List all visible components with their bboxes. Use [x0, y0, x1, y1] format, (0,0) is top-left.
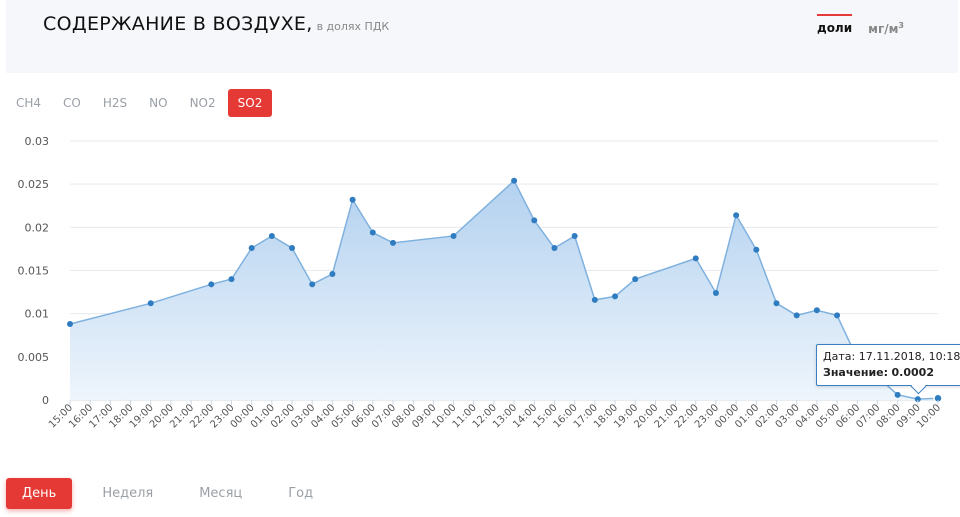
- data-point: [591, 296, 598, 303]
- title-subtitle: в долях ПДК: [316, 20, 390, 33]
- data-point: [369, 229, 376, 236]
- data-point: [389, 239, 396, 246]
- data-point: [531, 217, 538, 224]
- chart-tooltip: Дата: 17.11.2018, 10:18 Значение: 0.0002: [816, 344, 960, 386]
- page-title: СОДЕРЖАНИЕ В ВОЗДУХЕ, в долях ПДК: [43, 13, 389, 35]
- so2-chart: 00.0050.010.0150.020.0250.0315:0016:0017…: [18, 135, 944, 428]
- data-point: [753, 246, 760, 253]
- data-point: [511, 177, 518, 184]
- data-point: [349, 196, 356, 203]
- data-point: [551, 245, 558, 252]
- title-text: СОДЕРЖАНИЕ В ВОЗДУХЕ,: [43, 13, 313, 35]
- tab-co[interactable]: CO: [63, 96, 81, 110]
- data-point: [793, 312, 800, 319]
- chart-header: СОДЕРЖАНИЕ В ВОЗДУХЕ, в долях ПДК доли мг…: [6, 0, 958, 73]
- gas-tabs: CH4 CO H2S NO NO2 SO2: [6, 89, 274, 117]
- y-tick-label: 0.015: [18, 265, 50, 278]
- unit-fraction-label: доли: [817, 21, 853, 35]
- x-tick-label: 10:00: [915, 402, 943, 428]
- data-point: [147, 300, 154, 307]
- data-point: [692, 255, 699, 262]
- tooltip-value: 0.0002: [891, 366, 934, 379]
- data-point: [571, 232, 578, 239]
- period-week-button[interactable]: Неделя: [102, 486, 154, 501]
- tooltip-value-label: Значение:: [823, 366, 889, 379]
- data-point: [309, 281, 316, 288]
- unit-mg-per-m3-button[interactable]: мг/м3: [868, 20, 904, 36]
- data-point: [67, 321, 73, 328]
- data-point: [894, 391, 901, 398]
- data-point: [813, 307, 820, 314]
- data-point: [632, 276, 639, 283]
- period-month-button[interactable]: Месяц: [199, 486, 243, 501]
- data-point: [450, 232, 457, 239]
- y-tick-label: 0.01: [25, 308, 50, 321]
- period-day-button[interactable]: День: [6, 478, 73, 509]
- tab-h2s[interactable]: H2S: [102, 96, 128, 110]
- y-tick-label: 0: [42, 394, 49, 407]
- y-tick-label: 0.03: [25, 135, 50, 148]
- tab-so2[interactable]: SO2: [227, 89, 273, 117]
- data-point: [612, 293, 619, 300]
- data-point: [914, 396, 921, 403]
- data-point: [228, 276, 235, 283]
- data-point: [834, 312, 841, 319]
- tab-ch4[interactable]: CH4: [16, 96, 42, 110]
- data-point: [773, 300, 780, 307]
- unit-mg-label: мг/м: [868, 22, 899, 36]
- data-point: [733, 212, 740, 219]
- series-line: [69, 179, 939, 400]
- tooltip-date-value: 17.11.2018, 10:18: [858, 350, 960, 363]
- series-area: [70, 180, 938, 400]
- data-point: [208, 281, 215, 288]
- data-point: [268, 232, 275, 239]
- period-tabs: День Неделя Месяц Год: [6, 478, 343, 509]
- data-point: [329, 270, 336, 277]
- tab-no2[interactable]: NO2: [189, 96, 216, 110]
- y-tick-label: 0.025: [18, 178, 50, 191]
- data-point: [712, 289, 719, 296]
- data-point: [289, 245, 296, 252]
- period-year-button[interactable]: Год: [288, 486, 314, 501]
- unit-mg-sup: 3: [898, 21, 904, 30]
- y-tick-label: 0.02: [25, 221, 50, 234]
- y-tick-label: 0.005: [18, 351, 50, 364]
- tab-no[interactable]: NO: [149, 96, 168, 110]
- unit-fraction-button[interactable]: доли: [817, 14, 853, 36]
- unit-switcher: доли мг/м3: [817, 14, 904, 36]
- data-point: [248, 245, 255, 252]
- tooltip-date-label: Дата:: [823, 350, 856, 363]
- tooltip-date-row: Дата: 17.11.2018, 10:18: [823, 349, 960, 365]
- tooltip-value-row: Значение: 0.0002: [823, 365, 960, 381]
